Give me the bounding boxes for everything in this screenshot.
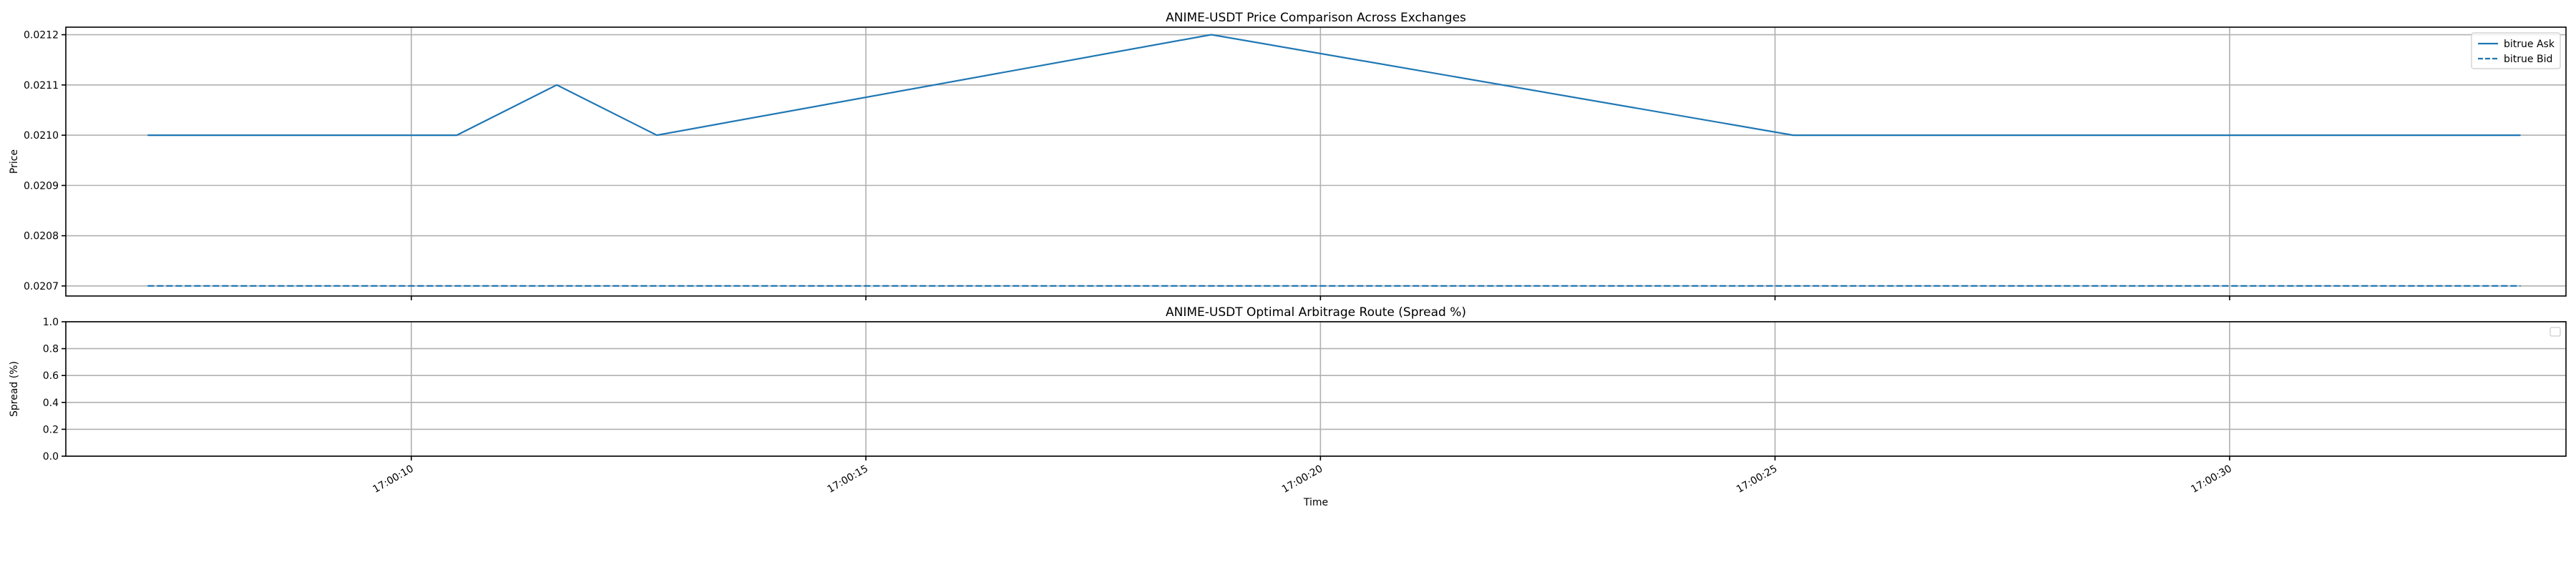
price-y-tick-label: 0.0209 — [24, 180, 59, 192]
spread-y-tick-label: 0.0 — [43, 451, 59, 463]
time-x-axis-label: Time — [1303, 497, 1328, 508]
spread-y-tick-label: 0.6 — [43, 370, 59, 382]
price-series — [147, 34, 2521, 287]
spread-y-tick-label: 1.0 — [43, 317, 59, 328]
price-y-tick-label: 0.0212 — [24, 30, 59, 41]
price-y-axis-label: Price — [9, 149, 20, 174]
legend-label: bitrue Ask — [2504, 39, 2555, 50]
price-chart-title: ANIME-USDT Price Comparison Across Excha… — [1166, 11, 1466, 25]
price-y-tick-label: 0.0210 — [24, 130, 59, 142]
price-axes-frame — [65, 26, 2567, 297]
spread-legend — [2550, 327, 2561, 337]
price-ticks: 0.0207 0.0208 0.0209 0.0210 0.0211 0.0212 — [24, 30, 2230, 300]
spread-chart-title: ANIME-USDT Optimal Arbitrage Route (Spre… — [1166, 305, 1466, 320]
price-y-tick-label: 0.0207 — [24, 281, 59, 292]
bitrue-ask-line — [147, 34, 2521, 137]
price-grid — [66, 27, 2566, 296]
legend-label: bitrue Bid — [2504, 54, 2552, 65]
spread-y-tick-label: 0.4 — [43, 398, 59, 409]
spread-legend-box — [2550, 327, 2561, 337]
price-legend-box — [2471, 32, 2561, 69]
price-y-tick-label: 0.0211 — [24, 80, 59, 92]
price-comparison-axes: 0.0207 0.0208 0.0209 0.0210 0.0211 0.0212 ANI… — [9, 11, 2567, 300]
spread-y-axis-label: Spread (%) — [9, 361, 20, 417]
spread-axes-frame — [65, 321, 2567, 457]
price-legend: bitrue Ask bitrue Bid — [2471, 32, 2561, 69]
spread-y-tick-label: 0.2 — [43, 424, 59, 435]
price-y-tick-label: 0.0208 — [24, 231, 59, 242]
spread-y-tick-label: 0.8 — [43, 344, 59, 355]
